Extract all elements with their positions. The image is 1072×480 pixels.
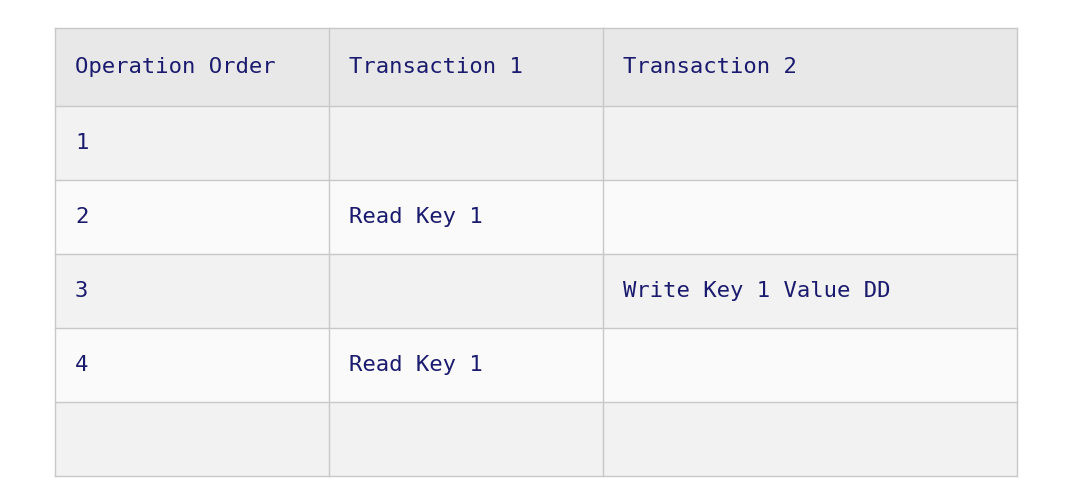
Bar (604, 180, 1017, 254)
Bar (329, 106, 604, 180)
Bar (604, 254, 1017, 328)
Bar (55, 402, 329, 476)
Text: Read Key 1: Read Key 1 (349, 207, 482, 227)
Bar (604, 28, 1017, 106)
Bar (55, 254, 329, 328)
Text: Operation Order: Operation Order (75, 57, 276, 77)
Bar (329, 180, 604, 254)
Text: 1: 1 (75, 133, 88, 153)
Bar (329, 402, 604, 476)
Text: Write Key 1 Value DD: Write Key 1 Value DD (623, 281, 891, 301)
Text: Transaction 2: Transaction 2 (623, 57, 798, 77)
Bar (55, 28, 329, 106)
Text: 2: 2 (75, 207, 88, 227)
Bar (55, 328, 329, 402)
Bar (55, 106, 329, 180)
Bar (55, 180, 329, 254)
Text: 3: 3 (75, 281, 88, 301)
Bar (604, 402, 1017, 476)
Text: Read Key 1: Read Key 1 (349, 355, 482, 375)
Bar (329, 328, 604, 402)
Bar (604, 106, 1017, 180)
Text: 4: 4 (75, 355, 88, 375)
Bar (604, 328, 1017, 402)
Bar (329, 28, 604, 106)
Text: Transaction 1: Transaction 1 (349, 57, 523, 77)
Bar (329, 254, 604, 328)
